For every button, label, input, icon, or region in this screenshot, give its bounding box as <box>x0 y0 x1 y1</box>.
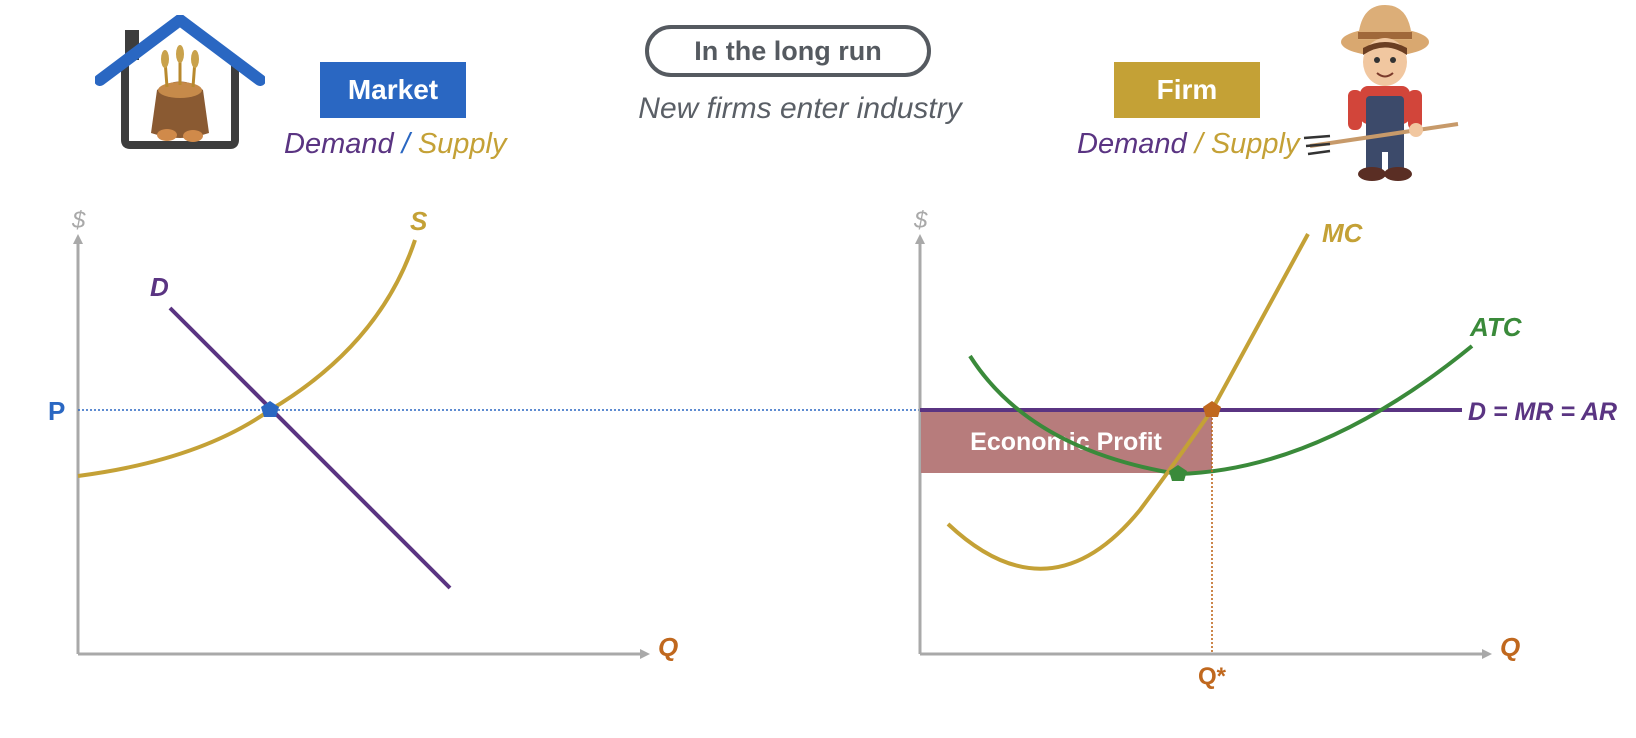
firm-badge-label: Firm <box>1156 74 1218 105</box>
atc-min-point <box>1169 465 1187 481</box>
market-legend: Demand / Supply <box>284 128 506 161</box>
demand-curve-label: D <box>150 272 169 302</box>
firm-legend-supply: Supply <box>1210 128 1300 160</box>
mc-curve-label: MC <box>1322 218 1364 248</box>
market-badge-label: Market <box>347 74 439 105</box>
firm-legend: Demand / Supply <box>1077 128 1299 161</box>
market-demand-line <box>168 306 452 590</box>
mc-curve <box>946 233 1310 571</box>
market-legend-slash: / <box>401 128 410 160</box>
house-with-grain-sack-icon <box>95 15 265 149</box>
supply-curve-label: S <box>410 206 428 236</box>
market-supply-curve <box>77 239 417 478</box>
subtitle: New firms enter industry <box>638 92 962 125</box>
long-run-label: In the long run <box>694 35 882 66</box>
q-star-label: Q* <box>1198 663 1227 690</box>
firm-badge: Firm <box>1114 62 1260 118</box>
firm-legend-demand: Demand <box>1077 128 1187 160</box>
profit-max-point <box>1203 401 1221 417</box>
market-legend-supply: Supply <box>417 128 507 160</box>
firm-x-axis-label: Q <box>1500 632 1520 662</box>
price-label: P <box>48 396 65 426</box>
long-run-pill: In the long run <box>645 25 931 77</box>
market-x-axis-label: Q <box>658 632 678 662</box>
firm-legend-slash: / <box>1194 128 1203 160</box>
firm-y-axis-label: $ <box>913 207 928 234</box>
atc-curve-label: ATC <box>1469 312 1523 342</box>
market-badge: Market <box>320 62 466 118</box>
farmer-with-pitchfork-icon <box>1303 5 1459 181</box>
firm-demand-line-label: D = MR = AR <box>1468 398 1617 426</box>
market-legend-demand: Demand <box>284 128 394 160</box>
market-y-axis-label: $ <box>71 207 86 234</box>
market-equilibrium-point <box>261 401 279 417</box>
